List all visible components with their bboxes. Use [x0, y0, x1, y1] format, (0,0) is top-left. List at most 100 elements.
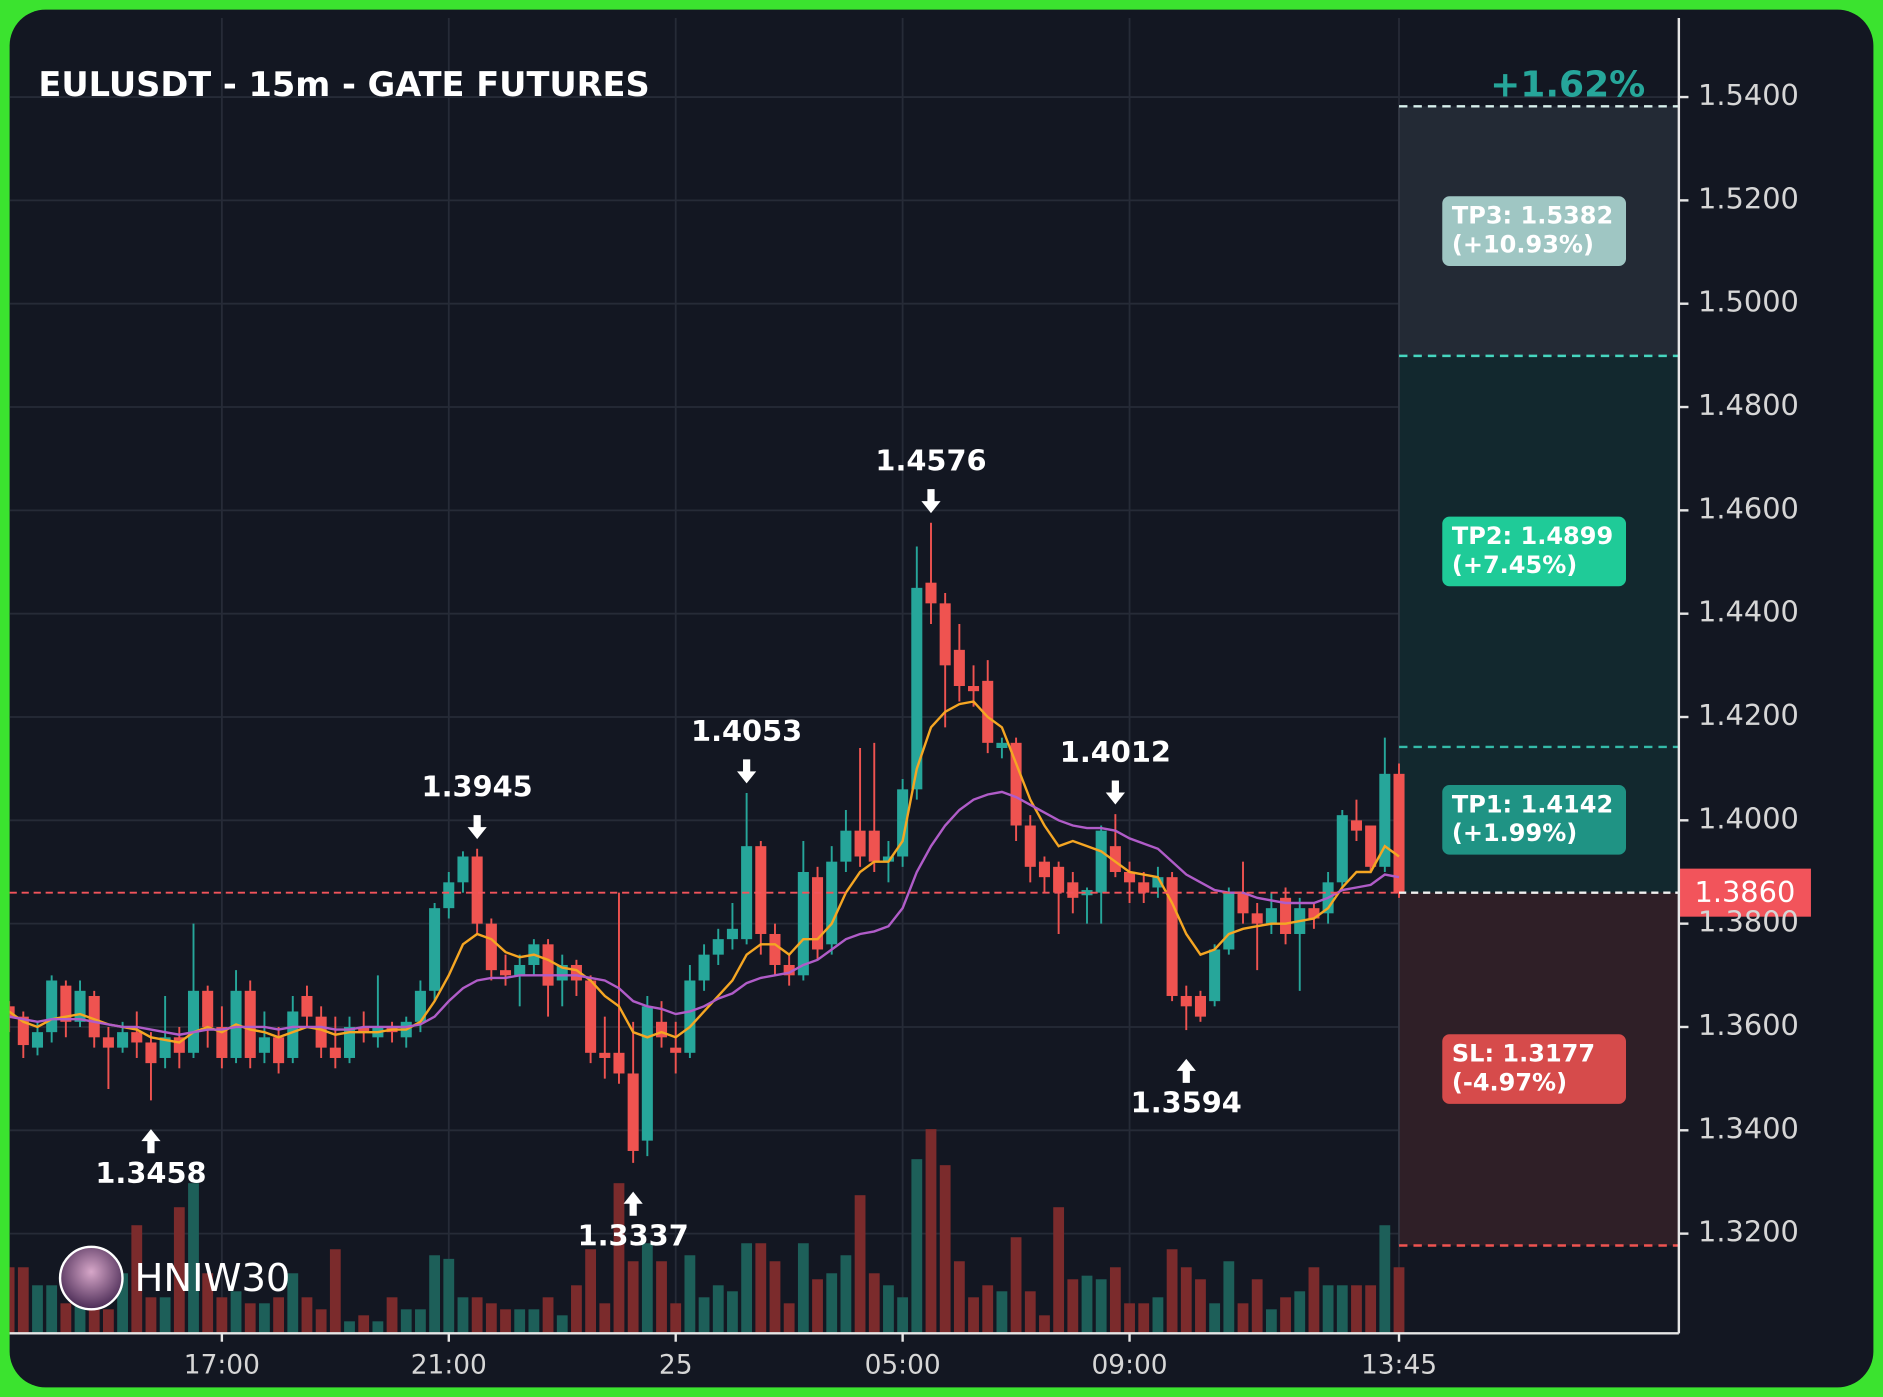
volume-bar [358, 1315, 370, 1334]
candle-body [1265, 908, 1277, 924]
arrow [737, 759, 757, 784]
level-change: (-4.97%) [1452, 1068, 1567, 1096]
volume-bar [755, 1243, 767, 1334]
volume-bar [698, 1297, 710, 1334]
avatar [58, 1245, 124, 1311]
candle-body [1038, 861, 1050, 878]
candle-body [1308, 908, 1320, 919]
candle-body [840, 830, 852, 862]
arrow [141, 1129, 161, 1154]
volume-bar [415, 1309, 426, 1334]
volume-bar [968, 1297, 979, 1334]
volume-bar [712, 1285, 724, 1334]
volume-bar [556, 1315, 568, 1334]
volume-bar [897, 1297, 909, 1334]
level-label: TP1: 1.4142 [1452, 790, 1613, 818]
candle-body [939, 603, 951, 666]
candle-body [46, 980, 58, 1033]
candle-body [1336, 815, 1348, 883]
chart-title: EULUSDT - 15m - GATE FUTURES [38, 65, 649, 104]
volume-bar [826, 1273, 838, 1334]
volume-bar [1124, 1303, 1135, 1334]
annotation-label: 1.4053 [691, 714, 802, 748]
candle-body [88, 995, 100, 1038]
volume-bar [1081, 1275, 1093, 1334]
y-tick-label: 1.4400 [1698, 595, 1799, 629]
y-tick-label: 1.3800 [1698, 905, 1799, 939]
candle-body [684, 980, 696, 1053]
candle-body [542, 944, 554, 986]
candle-body [159, 1037, 171, 1058]
candle-body [102, 1037, 114, 1048]
volume-bar [443, 1258, 455, 1334]
volume-bar [953, 1261, 965, 1334]
candle-body [585, 980, 597, 1053]
volume-bar [1039, 1315, 1050, 1334]
candle-body [315, 1016, 327, 1048]
volume-bar [457, 1297, 469, 1334]
volume-bar [17, 1267, 29, 1334]
x-tick-label: 13:45 [1361, 1349, 1437, 1380]
candle-body [173, 1037, 185, 1053]
candle-body [812, 877, 824, 950]
candle-body [131, 1032, 143, 1043]
volume-bar [74, 1285, 86, 1334]
volume-bar [656, 1261, 667, 1334]
volume-bar [1379, 1225, 1391, 1334]
volume-bar [854, 1195, 866, 1334]
candle-body [1209, 949, 1221, 1002]
volume-bar [329, 1249, 341, 1334]
candle-body [1194, 995, 1206, 1017]
volume-bar [88, 1309, 100, 1334]
volume-bar [1180, 1267, 1192, 1334]
candle-body [343, 1026, 356, 1058]
volume-bar [400, 1309, 412, 1334]
volume-bar [216, 1297, 228, 1334]
volume-bar [514, 1309, 526, 1334]
volume-bar [372, 1321, 384, 1334]
volume-bar [386, 1297, 398, 1334]
candle-body [1365, 825, 1377, 867]
volume-bar [599, 1303, 611, 1334]
level-box [1442, 196, 1627, 266]
candle-body [783, 964, 795, 976]
volume-bar [500, 1309, 511, 1334]
annotation-label: 1.3945 [422, 770, 533, 804]
candle-body [613, 1052, 625, 1074]
volume-bar [741, 1243, 753, 1334]
y-tick-label: 1.5200 [1698, 181, 1799, 215]
volume-bar [939, 1165, 951, 1334]
candle-body [1166, 877, 1178, 996]
candle-body [882, 856, 894, 862]
annotation-label: 1.3337 [578, 1218, 689, 1252]
volume-bar [1365, 1285, 1377, 1334]
candle-body [1053, 866, 1065, 893]
volume-bar [883, 1285, 894, 1334]
volume-bar [1251, 1279, 1263, 1334]
candle-body [755, 846, 767, 934]
volume-bar [202, 1273, 214, 1334]
annotation-label: 1.4012 [1060, 735, 1171, 769]
candle-body [485, 923, 497, 971]
volume-bar [1294, 1291, 1306, 1334]
candle-body [599, 1052, 611, 1058]
volume-bar [471, 1297, 483, 1334]
x-tick-label: 09:00 [1091, 1349, 1167, 1380]
candle-body [74, 990, 86, 1022]
candle-body [329, 1047, 341, 1058]
candle-body [911, 587, 923, 790]
candle-body [1180, 995, 1192, 1007]
volume-bar [1195, 1279, 1206, 1334]
volume [9, 1129, 1405, 1334]
candle-body [712, 939, 724, 955]
volume-bar [429, 1255, 441, 1334]
volume-bar [812, 1279, 823, 1334]
volume-bar [9, 1267, 15, 1334]
candle-body [655, 1021, 668, 1038]
candle-body [244, 990, 256, 1058]
level-label: TP3: 1.5382 [1452, 202, 1613, 230]
candle-body [273, 1037, 285, 1064]
candle-body [968, 686, 980, 692]
candle-body [145, 1042, 157, 1064]
